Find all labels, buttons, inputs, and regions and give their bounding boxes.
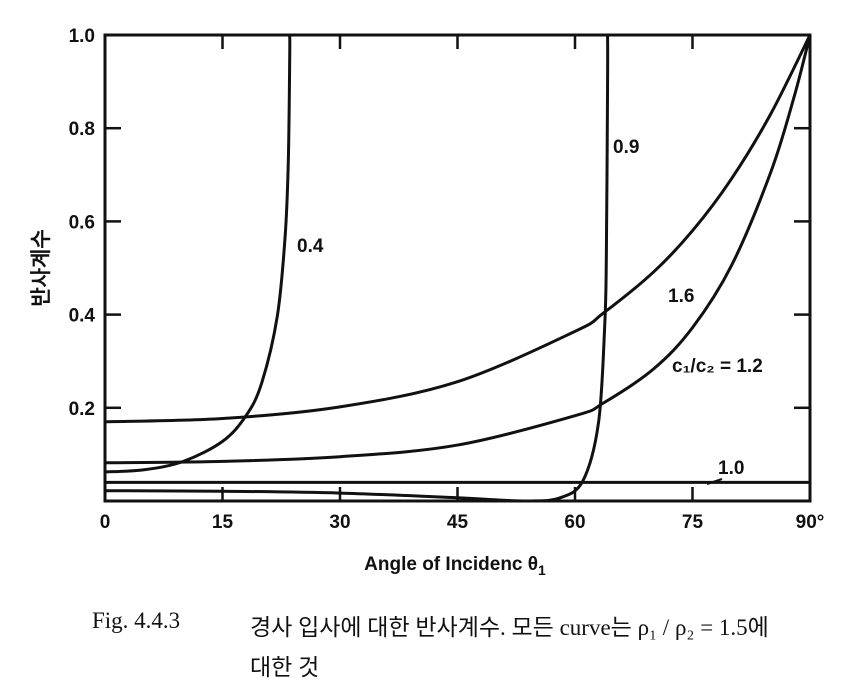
x-axis-label: Angle of Incidenc θ1	[364, 554, 546, 578]
caption-line-1: 경사 입사에 대한 반사계수. 모든 curve는 ρ₁ / ρ₂ = 1.5에	[250, 615, 769, 640]
curve-label-0.9: 0.9	[613, 137, 639, 158]
curve-1.2	[104, 34, 812, 465]
plot-frame	[103, 33, 812, 503]
x-tick-label: 30	[329, 512, 350, 533]
x-tick-label: 0	[100, 512, 111, 533]
x-tick-label: 90°	[796, 512, 825, 533]
curve-label-0.4: 0.4	[297, 236, 324, 257]
curve-0.9	[104, 34, 610, 503]
y-tick-label: 0.8	[69, 119, 95, 140]
x-tick-label: 75	[682, 512, 704, 533]
curve-label-1.0: 1.0	[718, 458, 744, 479]
x-tick-label: 15	[212, 512, 234, 533]
curve-label-1.6: 1.6	[668, 286, 694, 307]
y-tick-label: 0.6	[69, 212, 95, 233]
figure-number: Fig. 4.4.3	[92, 608, 181, 633]
curve-label-leader-1.0	[706, 478, 723, 485]
x-tick-label: 60	[564, 512, 585, 533]
y-axis-label: 반사계수	[30, 229, 53, 306]
y-tick-label: 1.0	[69, 26, 95, 47]
caption-line-2: 대한 것	[250, 655, 320, 680]
curve-0.4	[104, 34, 292, 474]
curve-label-1.2: c₁/c₂ = 1.2	[672, 356, 763, 377]
x-tick-label: 45	[447, 512, 469, 533]
curve-1.6	[104, 34, 812, 424]
y-tick-label: 0.4	[69, 306, 96, 327]
y-tick-label: 0.2	[69, 399, 95, 420]
